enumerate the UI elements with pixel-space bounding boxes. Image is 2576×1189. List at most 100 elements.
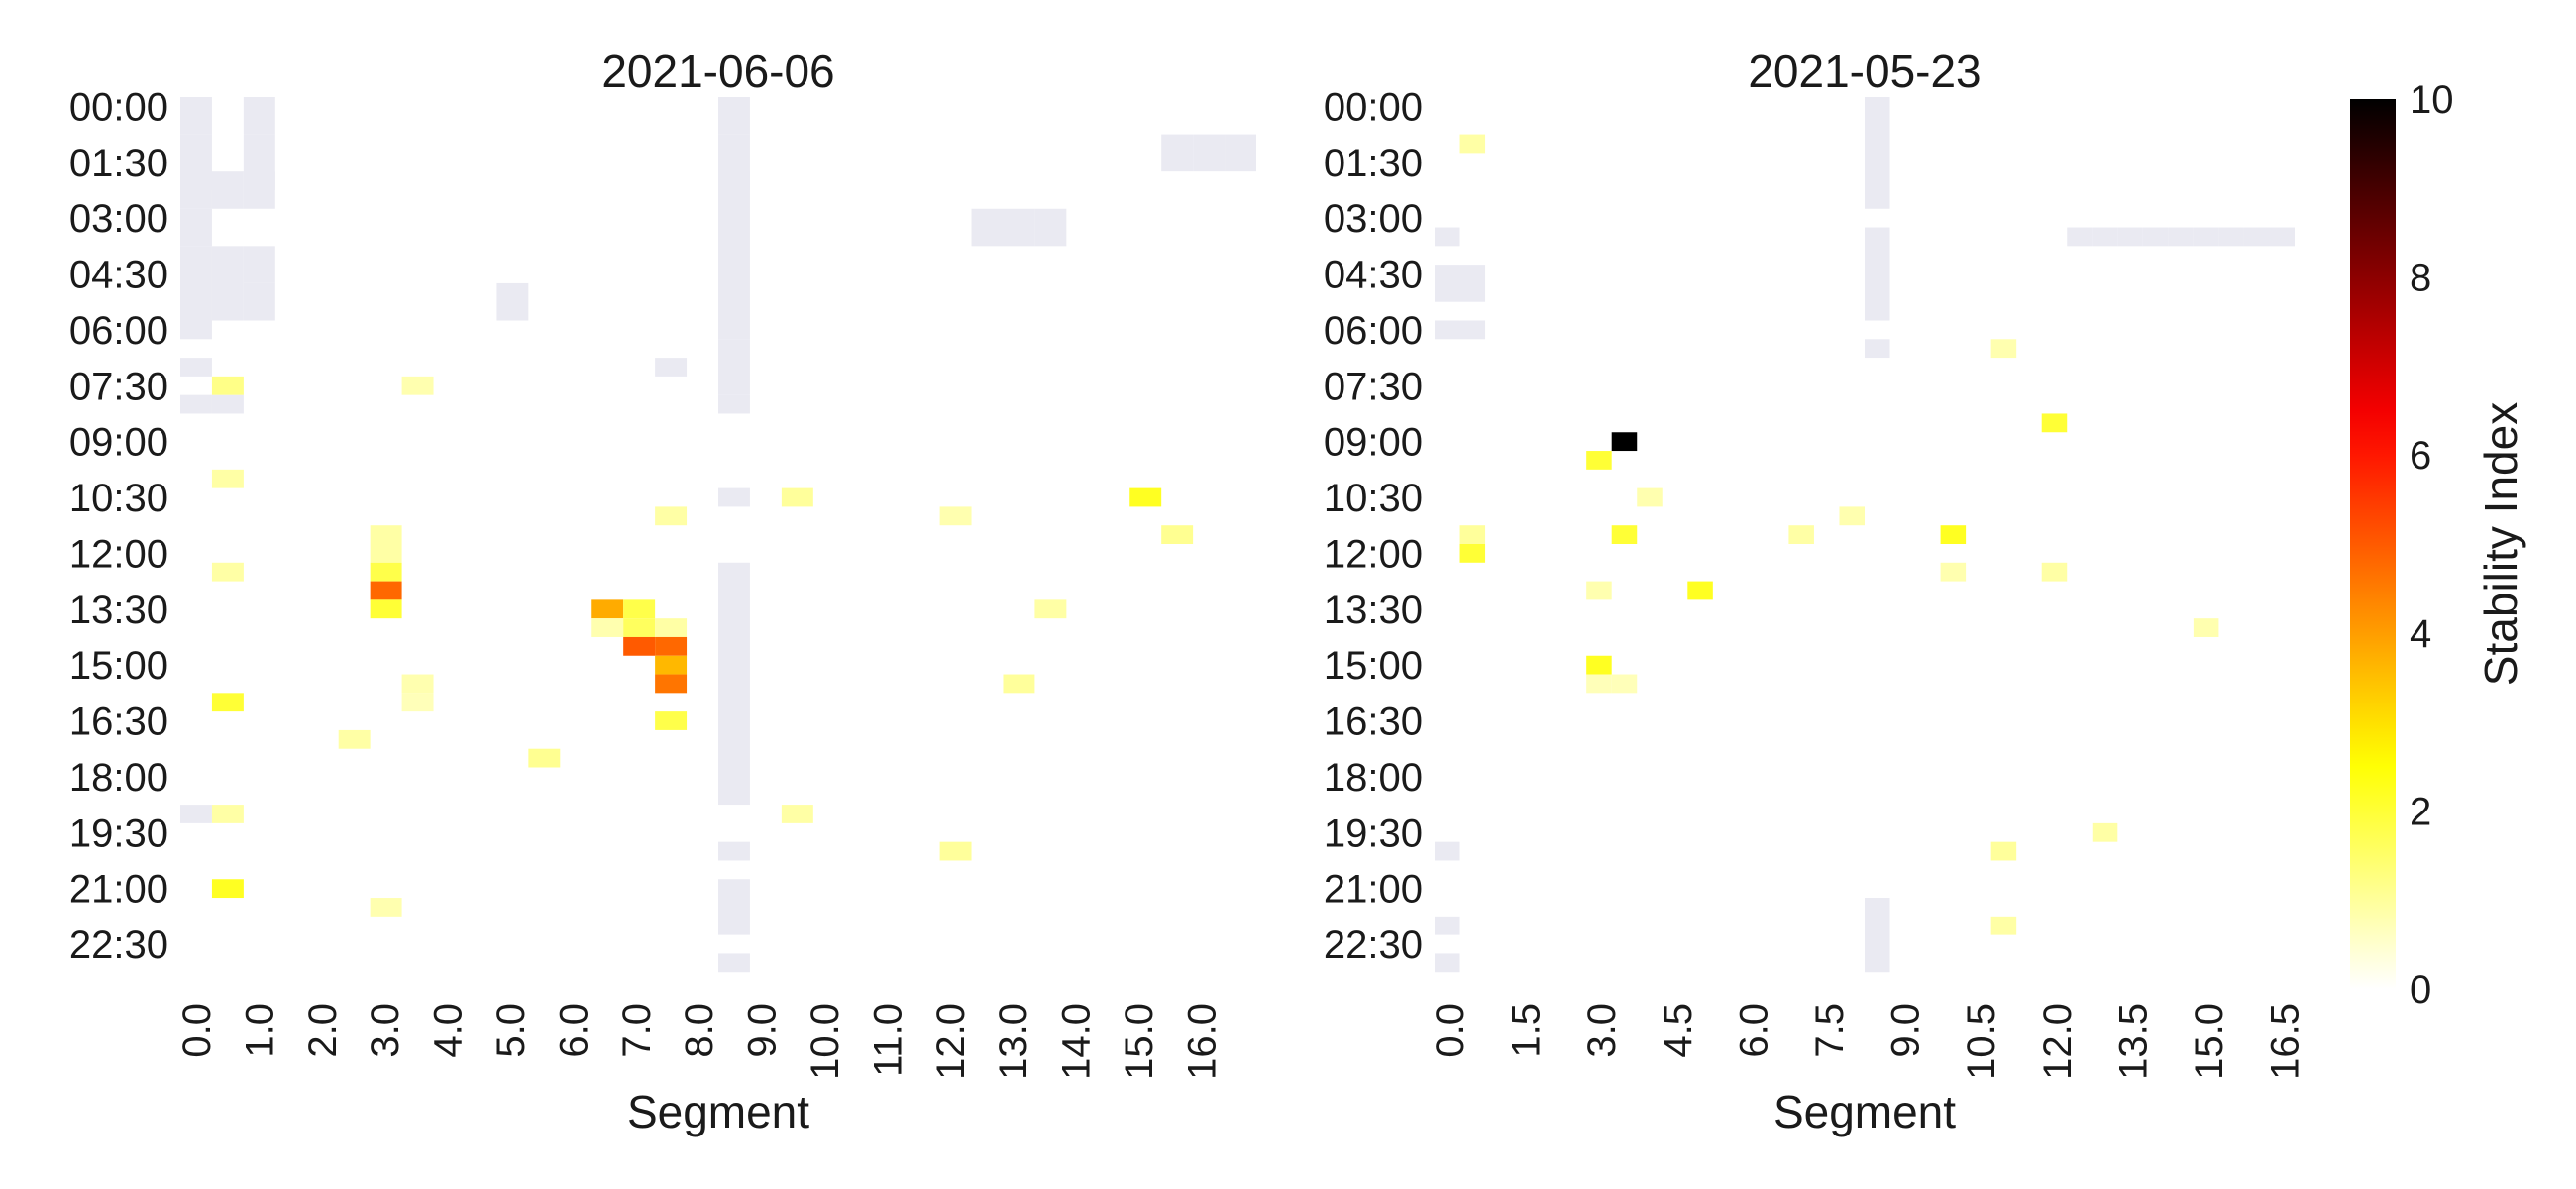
- missing-cell: [718, 339, 750, 395]
- heatmap-cell: [370, 562, 402, 582]
- x-tick-label: 13.0: [992, 1003, 1035, 1080]
- heatmap-cell: [1611, 525, 1638, 544]
- missing-cell: [718, 487, 750, 507]
- heatmap-cell: [1003, 674, 1035, 694]
- y-tick-label: 19:30: [69, 811, 168, 855]
- heatmap-cell: [1839, 506, 1865, 526]
- heatmap-cell: [211, 805, 244, 823]
- y-tick-label: 07:30: [69, 365, 168, 408]
- x-tick-label: 15.0: [2188, 1003, 2231, 1080]
- heatmap-cell: [1788, 525, 1814, 544]
- x-tick-label: 0.0: [175, 1003, 219, 1058]
- y-tick-label: 16:30: [69, 701, 168, 744]
- heatmap-cell: [211, 693, 244, 712]
- missing-cell: [718, 171, 750, 340]
- heatmap-cell: [338, 729, 371, 749]
- y-tick-label: 01:30: [1324, 142, 1423, 185]
- y-tick-label: 00:00: [1324, 85, 1423, 129]
- value-cells: [1459, 134, 2219, 935]
- heatmap-cell: [591, 599, 624, 619]
- heatmap-cell: [1459, 544, 1486, 563]
- missing-cell: [180, 394, 212, 414]
- y-tick-label: 21:00: [69, 868, 168, 912]
- heatmap-cell: [655, 711, 688, 730]
- heatmap-cell: [623, 599, 656, 619]
- value-cells: [211, 376, 1194, 917]
- heatmap-cell: [655, 618, 688, 637]
- heatmap-cell: [1586, 581, 1612, 600]
- y-tick-label: 09:00: [69, 421, 168, 465]
- colorbar-tick-label: 0: [2410, 968, 2431, 1012]
- y-tick-label: 22:30: [1324, 923, 1423, 967]
- missing-cell: [718, 841, 750, 861]
- heatmap-cell: [1459, 134, 1486, 154]
- x-tick-label: 4.5: [1657, 1003, 1700, 1058]
- heatmap-cell: [1459, 525, 1486, 544]
- missing-cell: [718, 394, 750, 414]
- missing-cell: [211, 171, 244, 209]
- heatmap-cell: [1940, 525, 1967, 544]
- x-tick-label: 3.0: [364, 1003, 407, 1058]
- y-tick-label: 13:30: [69, 589, 168, 632]
- x-tick-label: 9.0: [741, 1003, 785, 1058]
- y-tick-label: 13:30: [1324, 589, 1423, 632]
- heatmap-cell: [623, 618, 656, 637]
- heatmap-cell: [370, 581, 402, 600]
- missing-cell: [1435, 265, 1460, 302]
- heatmap-cell: [1990, 339, 2017, 359]
- x-tick-label: 12.0: [929, 1003, 973, 1080]
- x-axis-label: Segment: [627, 1086, 809, 1137]
- missing-cell: [2067, 227, 2093, 247]
- heatmap-cell: [1586, 451, 1612, 470]
- y-tick-label: 00:00: [69, 85, 168, 129]
- heatmap-cell: [1611, 432, 1638, 452]
- heatmap-cell: [401, 376, 434, 395]
- missing-cell: [1459, 265, 1486, 302]
- y-tick-label: 03:00: [1324, 197, 1423, 241]
- missing-cell: [243, 97, 275, 135]
- missing-cell: [718, 953, 750, 973]
- missing-cell: [2168, 227, 2194, 247]
- missing-cell: [1161, 134, 1194, 172]
- y-tick-label: 10:30: [69, 477, 168, 520]
- y-tick-label: 22:30: [69, 923, 168, 967]
- missing-cell: [180, 246, 212, 321]
- missing-cell: [718, 879, 750, 935]
- y-tick-label: 07:30: [1324, 365, 1423, 408]
- heatmap-cell: [623, 636, 656, 656]
- heatmap-cell: [2041, 562, 2068, 582]
- missing-cell: [243, 171, 275, 209]
- missing-cell: [211, 394, 244, 414]
- chart-title: 2021-05-23: [1748, 46, 1981, 97]
- heatmap-cell: [370, 898, 402, 917]
- heatmap-cell: [939, 841, 972, 861]
- y-tick-label: 12:00: [69, 532, 168, 576]
- heatmap-cell: [1637, 487, 1663, 507]
- x-tick-label: 10.5: [1960, 1003, 2003, 1080]
- missing-cell: [2218, 227, 2244, 247]
- x-tick-label: 11.0: [866, 1003, 910, 1077]
- missing-cell: [2117, 227, 2143, 247]
- heatmap-cell: [528, 748, 561, 768]
- missing-cell: [243, 246, 275, 283]
- heatmap-cell: [939, 506, 972, 526]
- missing-cell: [2193, 227, 2219, 247]
- heatmap-cell: [211, 562, 244, 582]
- missing-cell: [971, 208, 1004, 247]
- missing-cell: [180, 320, 212, 340]
- heatmap-cell: [2092, 822, 2118, 842]
- colorbar-label: Stability Index: [2475, 402, 2526, 686]
- x-axis-label: Segment: [1773, 1086, 1956, 1137]
- heatmap-panel-left: 2021-06-06 00:00 01:30 03:00 04:30 06:00 07:30…: [69, 46, 1256, 1137]
- missing-cell: [1435, 916, 1460, 935]
- y-tick-label: 10:30: [1324, 477, 1423, 520]
- y-tick-label: 12:00: [1324, 532, 1423, 576]
- heatmap-cell: [2193, 618, 2219, 637]
- missing-cell: [2092, 227, 2118, 247]
- heatmap-cell: [1586, 655, 1612, 675]
- x-tick-label: 3.0: [1580, 1003, 1624, 1058]
- x-tick-label: 8.0: [678, 1003, 721, 1058]
- heatmap-cell: [1034, 599, 1067, 619]
- x-tick-label: 9.0: [1884, 1003, 1928, 1058]
